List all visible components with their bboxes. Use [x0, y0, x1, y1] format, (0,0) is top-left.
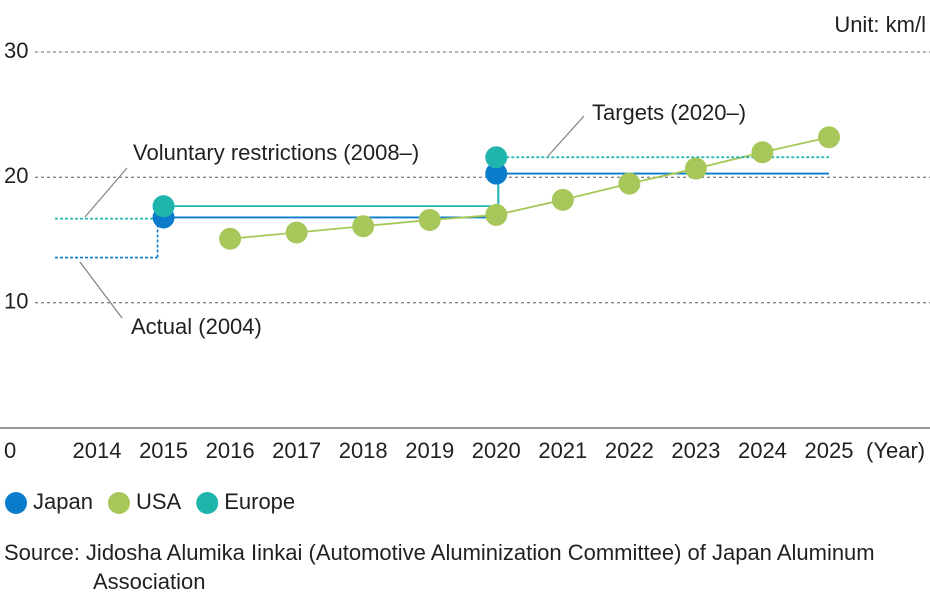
annotation: Voluntary restrictions (2008–) [133, 140, 419, 165]
annotation: Actual (2004) [131, 314, 262, 339]
marker [751, 141, 774, 164]
x-tick-label: 2022 [605, 438, 654, 463]
marker [485, 146, 508, 169]
x-tick-label: 2019 [405, 438, 454, 463]
x-axis-label: (Year) [866, 438, 925, 463]
x-tick-label: 2014 [73, 438, 122, 463]
x-tick-label: 2024 [738, 438, 787, 463]
unit-label: Unit: km/l [834, 12, 926, 37]
x-tick-label: 2025 [805, 438, 854, 463]
y-tick-label: 0 [4, 438, 16, 463]
legend-label: Japan [33, 489, 93, 514]
leader-line [84, 167, 128, 218]
annotation: Targets (2020–) [592, 100, 746, 125]
marker [818, 126, 840, 149]
y-tick-label: 20 [4, 163, 28, 188]
legend-label: USA [136, 489, 182, 514]
marker [219, 227, 242, 250]
leader-line [79, 261, 123, 319]
marker [684, 157, 707, 180]
y-tick-label: 10 [4, 288, 28, 313]
marker [352, 215, 375, 238]
chart: Unit: km/l (Year) 0 10 20 30 2014 2015 2016 201… [0, 12, 930, 514]
marker [485, 203, 508, 226]
marker [418, 208, 441, 231]
x-tick-label: 2016 [206, 438, 255, 463]
x-tick-label: 2017 [272, 438, 321, 463]
legend-marker [196, 492, 219, 514]
source: Source: Jidosha Alumika Iinkai (Automoti… [4, 540, 875, 594]
x-tick-label: 2023 [671, 438, 720, 463]
legend-label: Europe [224, 489, 295, 514]
y-tick-label: 30 [4, 38, 28, 63]
x-tick-label: 2020 [472, 438, 521, 463]
x-tick-label: 2021 [538, 438, 587, 463]
legend-marker [107, 492, 130, 514]
marker [551, 188, 574, 211]
leader-line [547, 115, 585, 157]
marker [152, 195, 175, 218]
marker [485, 162, 508, 185]
series-line [230, 136, 830, 240]
marker [285, 221, 308, 244]
marker [618, 172, 641, 195]
x-tick-label: 2018 [339, 438, 388, 463]
x-tick-label: 2015 [139, 438, 188, 463]
legend-marker [5, 492, 27, 514]
